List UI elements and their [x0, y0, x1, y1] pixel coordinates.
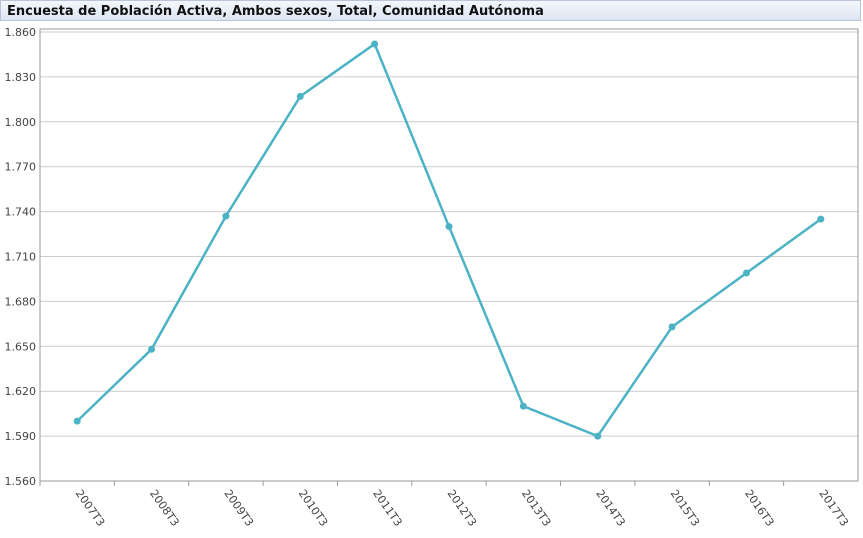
x-tick-label: 2009T3	[221, 487, 256, 529]
y-tick-label: 1.680	[5, 295, 37, 308]
x-tick-label: 2012T3	[445, 487, 480, 529]
data-point	[148, 345, 156, 353]
y-tick-label: 1.710	[5, 251, 37, 264]
data-point	[371, 40, 379, 48]
data-point	[742, 269, 750, 277]
data-point	[817, 215, 825, 223]
data-point	[445, 223, 453, 231]
y-tick-label: 1.740	[5, 206, 37, 219]
data-point	[668, 323, 676, 331]
data-point	[222, 212, 230, 220]
y-tick-label: 1.830	[5, 71, 37, 84]
data-point	[296, 92, 304, 100]
y-tick-label: 1.590	[5, 430, 37, 443]
y-tick-label: 1.800	[5, 116, 37, 129]
x-tick-label: 2015T3	[668, 487, 703, 529]
plot-border	[39, 28, 859, 482]
series-line	[76, 42, 822, 438]
x-tick-label: 2016T3	[742, 487, 777, 529]
x-tick-label: 2007T3	[73, 487, 108, 529]
data-point	[73, 417, 81, 425]
data-point	[594, 432, 602, 440]
data-point	[519, 402, 527, 410]
x-tick-label: 2017T3	[816, 487, 851, 529]
y-tick-label: 1.650	[5, 340, 37, 353]
x-tick-label: 2010T3	[296, 487, 331, 529]
y-tick-label: 1.860	[5, 26, 37, 39]
x-tick-label: 2011T3	[370, 487, 405, 529]
y-tick-label: 1.620	[5, 385, 37, 398]
chart-title: Encuesta de Población Activa, Ambos sexo…	[0, 0, 861, 21]
x-tick-label: 2008T3	[147, 487, 182, 529]
x-tick-label: 2014T3	[593, 487, 628, 529]
x-tick-label: 2013T3	[519, 487, 554, 529]
y-tick-label: 1.560	[5, 475, 37, 488]
y-tick-label: 1.770	[5, 161, 37, 174]
